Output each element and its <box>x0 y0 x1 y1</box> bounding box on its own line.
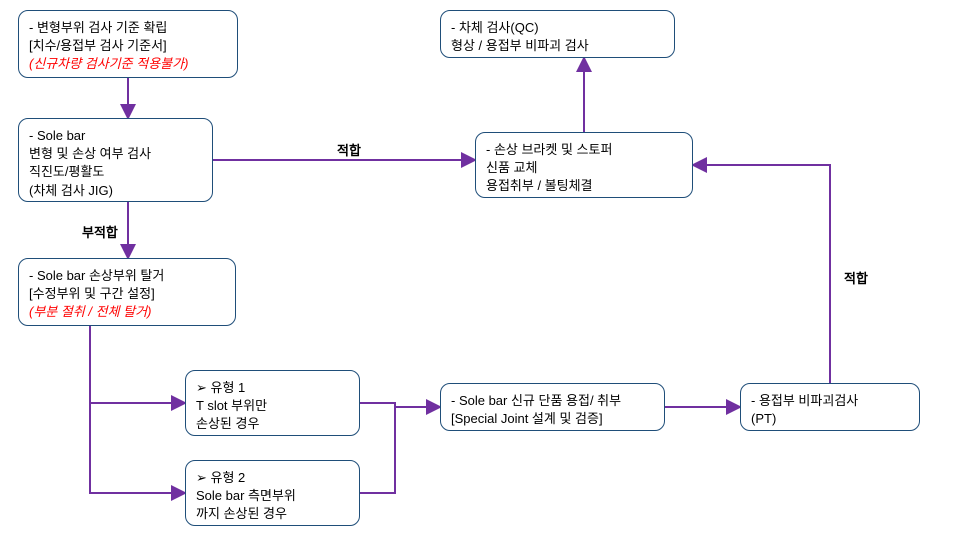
node-n4-line-2: 손상된 경우 <box>196 415 349 433</box>
node-n9-line-1: 형상 / 용접부 비파괴 검사 <box>451 37 664 55</box>
edge-label-8: 적합 <box>842 268 870 287</box>
node-n2-line-2: 직진도/평활도 <box>29 163 202 181</box>
node-n7-line-0: - 용접부 비파괴검사 <box>751 392 909 410</box>
node-n8: - 손상 브라켓 및 스토퍼 신품 교체 용접취부 / 볼팅체결 <box>475 132 693 198</box>
node-n3-line-1: [수정부위 및 구간 설정] <box>29 285 225 303</box>
node-n8-line-0: - 손상 브라켓 및 스토퍼 <box>486 141 682 159</box>
node-n4-line-1: T slot 부위만 <box>196 397 349 415</box>
node-n2-line-1: 변형 및 손상 여부 검사 <box>29 145 202 163</box>
edge-n3-n5 <box>90 326 185 493</box>
node-n7: - 용접부 비파괴검사 (PT) <box>740 383 920 431</box>
node-n8-line-1: 신품 교체 <box>486 159 682 177</box>
node-n6-line-1: [Special Joint 설계 및 검증] <box>451 410 654 428</box>
edge-label-2: 부적합 <box>80 222 120 241</box>
edge-n3-n4 <box>90 326 185 403</box>
node-n2: - Sole bar 변형 및 손상 여부 검사 직진도/평활도 (차체 검사 … <box>18 118 213 202</box>
node-n3-line-0: - Sole bar 손상부위 탈거 <box>29 267 225 285</box>
edge-n4-n6 <box>360 403 440 407</box>
node-n1-line-2: (신규차량 검사기준 적용불가) <box>29 55 227 73</box>
node-n8-line-2: 용접취부 / 볼팅체결 <box>486 177 682 195</box>
node-n5-line-2: 까지 손상된 경우 <box>196 505 349 523</box>
node-n4-line-0: ➢ 유형 1 <box>196 379 349 397</box>
node-n1-line-0: - 변형부위 검사 기준 확립 <box>29 19 227 37</box>
edge-n7-n8 <box>693 165 830 383</box>
edge-n5-n6 <box>360 407 395 493</box>
node-n1-line-1: [치수/용접부 검사 기준서] <box>29 37 227 55</box>
node-n4: ➢ 유형 1 T slot 부위만 손상된 경우 <box>185 370 360 436</box>
node-n3-line-2: (부분 절취 / 전체 탈거) <box>29 303 225 321</box>
node-n3: - Sole bar 손상부위 탈거 [수정부위 및 구간 설정] (부분 절취… <box>18 258 236 326</box>
node-n5-line-1: Sole bar 측면부위 <box>196 487 349 505</box>
node-n1: - 변형부위 검사 기준 확립 [치수/용접부 검사 기준서] (신규차량 검사… <box>18 10 238 78</box>
node-n9: - 차체 검사(QC) 형상 / 용접부 비파괴 검사 <box>440 10 675 58</box>
node-n6-line-0: - Sole bar 신규 단품 용접/ 취부 <box>451 392 654 410</box>
edge-label-1: 적합 <box>335 140 363 159</box>
node-n2-line-0: - Sole bar <box>29 127 202 145</box>
node-n5-line-0: ➢ 유형 2 <box>196 469 349 487</box>
node-n6: - Sole bar 신규 단품 용접/ 취부 [Special Joint 설… <box>440 383 665 431</box>
node-n9-line-0: - 차체 검사(QC) <box>451 19 664 37</box>
node-n2-line-3: (차체 검사 JIG) <box>29 182 202 200</box>
node-n5: ➢ 유형 2 Sole bar 측면부위 까지 손상된 경우 <box>185 460 360 526</box>
flowchart-container: - 변형부위 검사 기준 확립 [치수/용접부 검사 기준서] (신규차량 검사… <box>0 0 963 542</box>
node-n7-line-1: (PT) <box>751 410 909 428</box>
